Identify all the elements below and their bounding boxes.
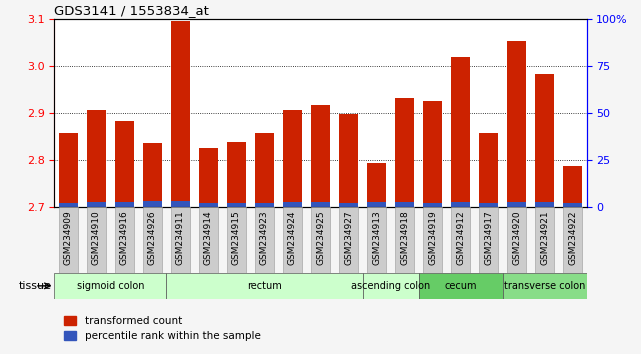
Bar <box>503 273 587 299</box>
Text: GSM234912: GSM234912 <box>456 210 465 265</box>
Bar <box>479 133 498 207</box>
Text: GSM234914: GSM234914 <box>204 210 213 265</box>
Bar <box>59 207 78 273</box>
Text: GSM234925: GSM234925 <box>316 210 325 265</box>
Bar <box>451 202 470 207</box>
Bar <box>171 21 190 207</box>
Bar <box>167 273 363 299</box>
Bar <box>395 98 414 207</box>
Bar <box>479 207 498 273</box>
Bar <box>311 105 330 207</box>
Text: GSM234919: GSM234919 <box>428 210 437 265</box>
Bar <box>422 203 442 207</box>
Bar <box>227 207 246 273</box>
Bar <box>507 41 526 207</box>
Text: GDS3141 / 1553834_at: GDS3141 / 1553834_at <box>54 4 210 17</box>
Bar <box>199 207 219 273</box>
Bar <box>535 207 554 273</box>
Text: tissue: tissue <box>19 281 51 291</box>
Bar <box>115 202 135 207</box>
Bar <box>199 148 219 207</box>
Bar <box>171 207 190 273</box>
Bar <box>283 202 303 207</box>
Bar <box>311 202 330 207</box>
Bar <box>59 203 78 207</box>
Text: GSM234924: GSM234924 <box>288 210 297 265</box>
Bar <box>254 203 274 207</box>
Bar <box>367 202 387 207</box>
Bar <box>422 101 442 207</box>
Bar <box>227 203 246 207</box>
Bar <box>143 207 162 273</box>
Bar <box>283 207 303 273</box>
Bar <box>283 110 303 207</box>
Bar <box>87 207 106 273</box>
Bar <box>59 133 78 207</box>
Bar <box>143 201 162 207</box>
Bar <box>87 202 106 207</box>
Text: GSM234909: GSM234909 <box>64 210 73 265</box>
Bar <box>171 201 190 207</box>
Bar <box>199 203 219 207</box>
Bar <box>338 203 358 207</box>
Text: cecum: cecum <box>444 281 477 291</box>
Bar <box>507 202 526 207</box>
Bar <box>395 202 414 207</box>
Bar <box>422 207 442 273</box>
Bar <box>338 114 358 207</box>
Bar <box>363 273 419 299</box>
Text: GSM234913: GSM234913 <box>372 210 381 265</box>
Bar <box>395 207 414 273</box>
Bar <box>563 207 582 273</box>
Bar <box>419 273 503 299</box>
Legend: transformed count, percentile rank within the sample: transformed count, percentile rank withi… <box>60 312 265 345</box>
Bar <box>115 207 134 273</box>
Text: sigmoid colon: sigmoid colon <box>77 281 144 291</box>
Text: rectum: rectum <box>247 281 282 291</box>
Bar <box>143 143 162 207</box>
Bar <box>367 164 387 207</box>
Text: GSM234911: GSM234911 <box>176 210 185 265</box>
Bar <box>311 207 330 273</box>
Bar <box>367 207 387 273</box>
Bar <box>535 202 554 207</box>
Bar <box>479 203 498 207</box>
Text: GSM234926: GSM234926 <box>148 210 157 265</box>
Text: GSM234916: GSM234916 <box>120 210 129 265</box>
Text: GSM234915: GSM234915 <box>232 210 241 265</box>
Text: GSM234922: GSM234922 <box>568 210 577 265</box>
Bar <box>254 207 274 273</box>
Bar <box>507 207 526 273</box>
Bar <box>87 110 106 207</box>
Bar <box>563 166 582 207</box>
Bar <box>563 203 582 207</box>
Bar <box>535 74 554 207</box>
Text: ascending colon: ascending colon <box>351 281 430 291</box>
Bar <box>227 142 246 207</box>
Text: GSM234923: GSM234923 <box>260 210 269 265</box>
Text: GSM234910: GSM234910 <box>92 210 101 265</box>
Bar <box>115 121 135 207</box>
Text: GSM234927: GSM234927 <box>344 210 353 265</box>
Text: GSM234921: GSM234921 <box>540 210 549 265</box>
Text: GSM234917: GSM234917 <box>484 210 493 265</box>
Bar <box>451 57 470 207</box>
Text: GSM234920: GSM234920 <box>512 210 521 265</box>
Bar <box>338 207 358 273</box>
Bar <box>254 133 274 207</box>
Text: transverse colon: transverse colon <box>504 281 585 291</box>
Bar <box>451 207 470 273</box>
Bar <box>54 273 167 299</box>
Text: GSM234918: GSM234918 <box>400 210 409 265</box>
